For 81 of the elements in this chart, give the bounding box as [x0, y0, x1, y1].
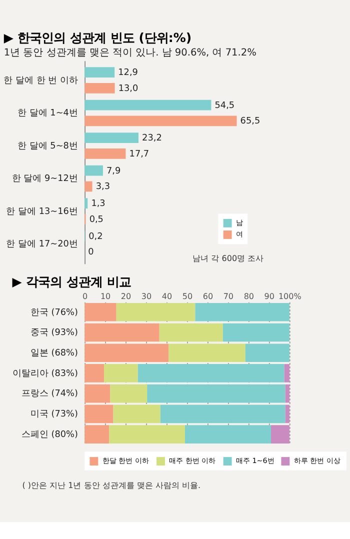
data-label: 0,2	[88, 232, 103, 242]
bar	[84, 165, 103, 176]
legend-label: 한달 한번 이하	[102, 456, 149, 466]
data-label: 7,9	[106, 166, 121, 176]
bar	[245, 344, 290, 362]
bar	[285, 404, 290, 424]
x-tick-label: 100%	[278, 292, 302, 301]
data-label: 0	[88, 248, 94, 258]
bar	[84, 323, 160, 342]
y-tick-label: 한 달에 한 번 이하	[4, 76, 78, 86]
bar	[271, 425, 290, 444]
bar	[84, 148, 126, 159]
bar	[110, 384, 148, 403]
x-tick-label: 50	[182, 292, 193, 301]
data-label: 54,5	[214, 100, 235, 111]
bar	[84, 116, 237, 126]
y-tick-label: 한 달에 1~4번	[18, 108, 78, 119]
y-tick-label: 일본 (68%)	[30, 348, 78, 359]
bar	[84, 384, 110, 403]
data-label: 65,5	[240, 116, 260, 127]
y-tick-label: 한 달에 17~20번	[6, 240, 78, 250]
bar	[84, 181, 92, 192]
bar	[159, 323, 223, 342]
data-label: 1,3	[91, 199, 106, 210]
bar	[84, 344, 169, 362]
bar	[109, 425, 185, 444]
bar	[184, 425, 272, 444]
bar	[104, 364, 138, 382]
data-label: 0,5	[89, 214, 104, 225]
bar	[195, 302, 290, 322]
data-label: 12,9	[118, 68, 138, 78]
bar	[84, 425, 110, 444]
x-tick-label: 20	[120, 292, 132, 301]
bar	[116, 302, 196, 322]
bar	[284, 364, 290, 382]
y-tick-label: 스페인 (80%)	[21, 430, 78, 440]
bar	[285, 384, 290, 403]
x-tick-label: 90	[264, 292, 274, 301]
text: ( )안은 지난 1년 동안 성관계를 맺은 사람의 비율.	[22, 481, 200, 490]
chart-subtitle: 1년 동안 성관계를 맺은 적이 있나. 남 90.6%, 여 71.2%	[4, 47, 256, 58]
y-tick-label: 중국 (93%)	[30, 328, 78, 338]
x-tick-label: 80	[244, 292, 254, 301]
x-tick-label: 60	[202, 292, 214, 301]
x-tick-label: 40	[162, 292, 172, 301]
bar	[222, 323, 290, 342]
bar	[147, 384, 286, 403]
x-tick-label: 70	[223, 292, 234, 301]
x-tick-label: 30	[141, 292, 152, 301]
legend-label: 남	[236, 218, 244, 227]
x-tick-label: 10	[100, 292, 111, 301]
legend-label: 하루 한번 이상	[294, 456, 340, 466]
annotation: 남녀 각 600명 조사	[192, 254, 264, 263]
data-label: 17,7	[129, 149, 150, 160]
bar	[84, 67, 115, 78]
legend-label: 매주 한번 이하	[169, 456, 216, 466]
y-tick-label: 한 달에 13~16번	[6, 206, 78, 217]
data-label: 13,0	[118, 84, 139, 94]
bar	[84, 83, 115, 94]
legend-label: 매주 1~6번	[236, 456, 274, 466]
y-tick-label: 한국 (76%)	[30, 308, 78, 318]
bar	[84, 404, 114, 424]
bar	[138, 364, 284, 382]
chart-title: ▶ 각국의 성관계 비교	[12, 274, 131, 289]
data-label: 23,2	[142, 134, 162, 144]
x-tick-label: 0	[82, 292, 88, 301]
bar	[84, 364, 104, 382]
bar	[84, 100, 212, 110]
chart-title: ▶ 한국인의 성관계 빈도 (단위:%)	[4, 30, 192, 45]
bar	[113, 404, 160, 424]
y-tick-label: 한 달에 5~8번	[18, 141, 78, 152]
bar	[160, 404, 286, 424]
legend-label: 여	[236, 230, 244, 239]
bar	[84, 198, 88, 208]
y-tick-label: 이탈리아 (83%)	[12, 368, 78, 379]
y-tick-label: 한 달에 9~12번	[12, 174, 78, 184]
y-tick-label: 프랑스 (74%)	[21, 389, 78, 400]
data-label: 3,3	[96, 182, 110, 192]
bar	[84, 302, 116, 322]
bar	[84, 132, 138, 143]
y-tick-label: 미국 (73%)	[30, 410, 78, 420]
bar	[168, 344, 246, 362]
